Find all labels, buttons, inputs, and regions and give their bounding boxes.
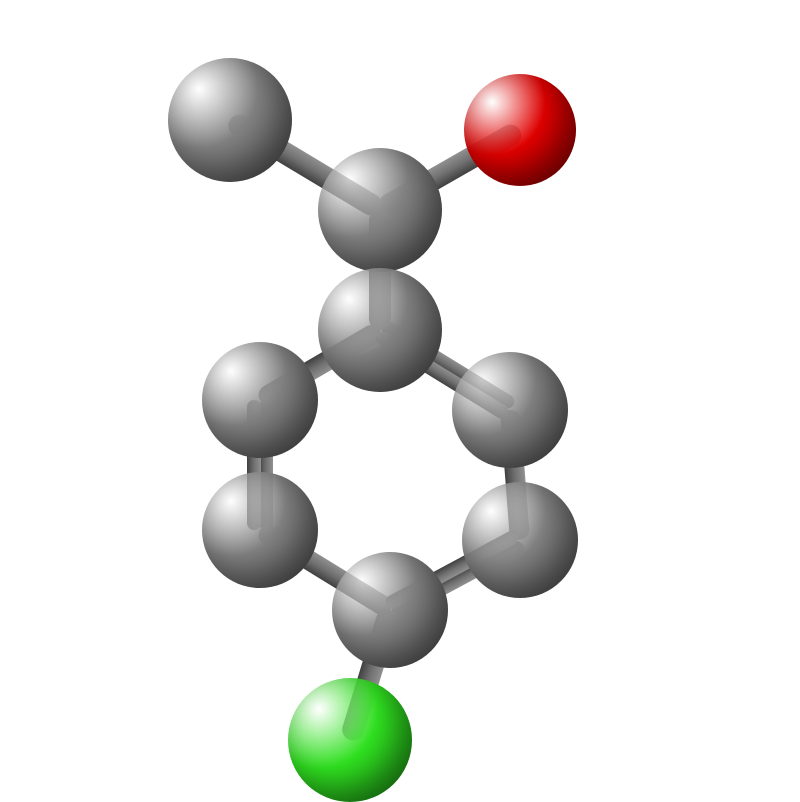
atom-c <box>202 342 318 458</box>
atom-c <box>318 148 442 272</box>
atom-c <box>168 58 292 182</box>
molecule-canvas <box>0 0 800 800</box>
atom-c <box>452 352 568 468</box>
atom-c <box>318 268 442 392</box>
atom-c <box>462 482 578 598</box>
atom-cl <box>288 678 412 802</box>
atom-c <box>202 472 318 588</box>
atom-o <box>464 74 576 186</box>
atom-c <box>332 552 448 668</box>
